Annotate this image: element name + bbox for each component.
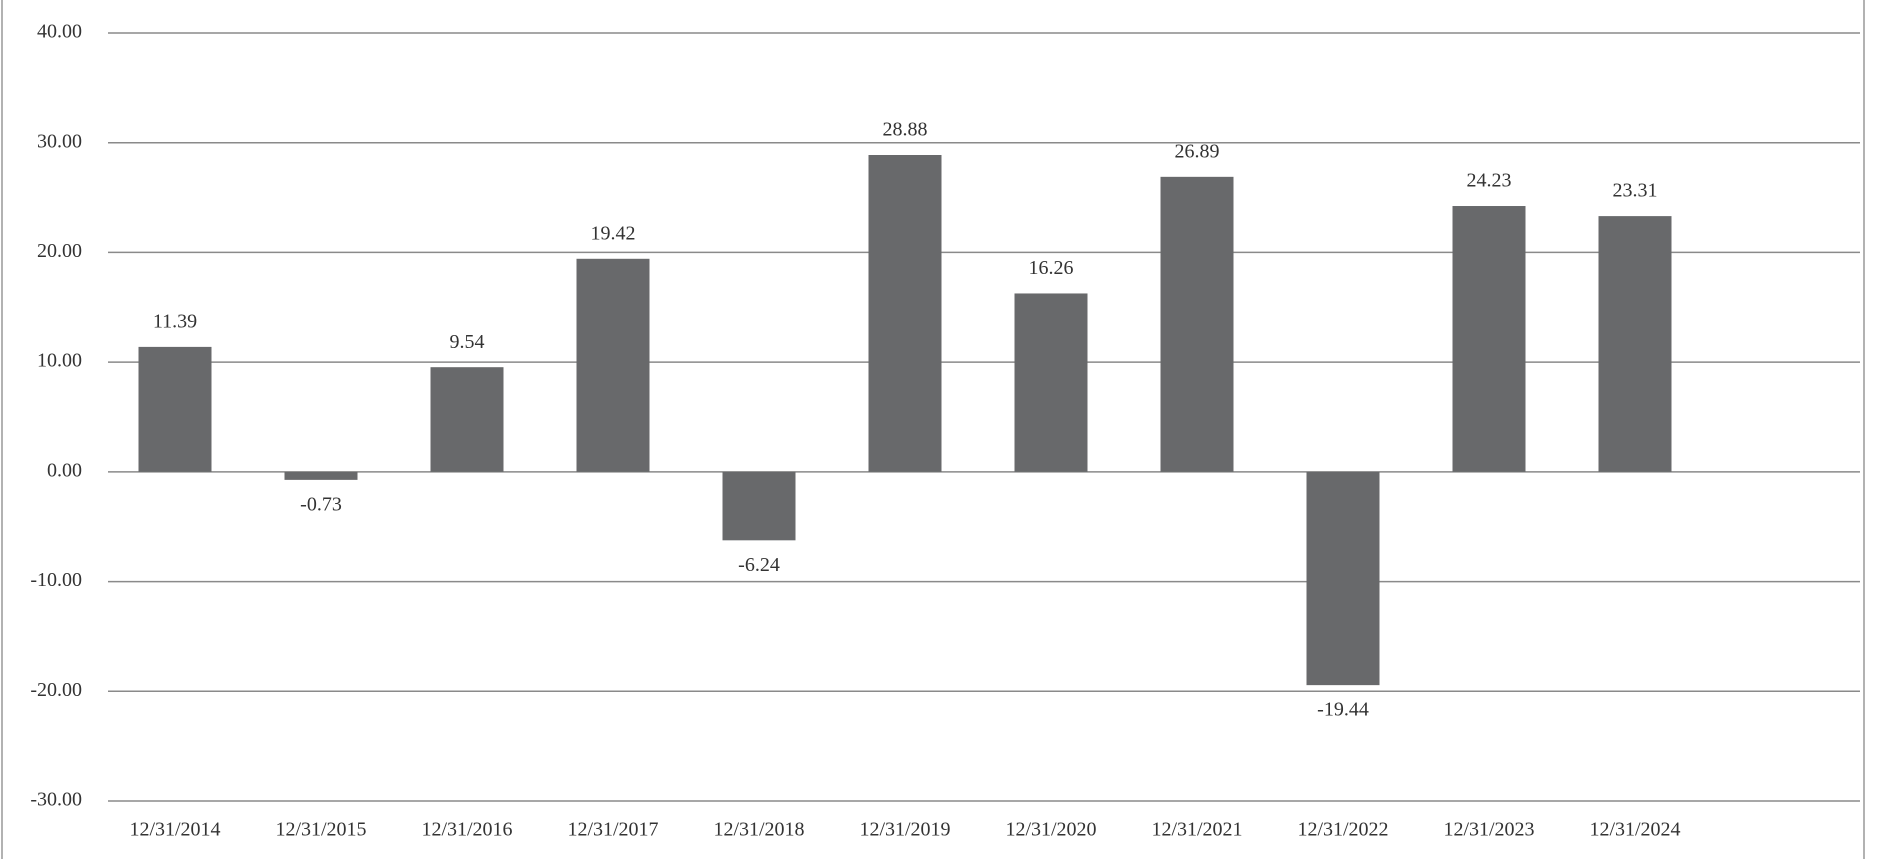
bar <box>1598 216 1672 472</box>
x-tick-label: 12/31/2023 <box>1443 819 1534 841</box>
y-tick-label: -20.00 <box>30 679 82 701</box>
y-tick-label: 0.00 <box>47 459 82 481</box>
y-tick-label: 30.00 <box>37 130 82 152</box>
bar <box>722 471 796 541</box>
data-label: 11.39 <box>153 310 197 332</box>
x-tick-label: 12/31/2017 <box>567 819 658 841</box>
x-tick-label: 12/31/2022 <box>1297 819 1388 841</box>
x-tick-label: 12/31/2014 <box>129 819 220 841</box>
y-tick-label: 20.00 <box>37 240 82 262</box>
data-label: 26.89 <box>1175 140 1220 162</box>
x-tick-label: 12/31/2019 <box>859 819 950 841</box>
bar <box>138 346 212 472</box>
x-tick-label: 12/31/2016 <box>421 819 512 841</box>
x-tick-label: 12/31/2024 <box>1589 819 1680 841</box>
data-label: -19.44 <box>1317 699 1369 721</box>
bar <box>1306 471 1380 686</box>
y-tick-label: 10.00 <box>37 350 82 372</box>
x-tick-label: 12/31/2018 <box>713 819 804 841</box>
bar <box>576 258 650 472</box>
bar <box>1160 176 1234 472</box>
y-tick-label: -10.00 <box>30 569 82 591</box>
x-tick-label: 12/31/2020 <box>1005 819 1096 841</box>
y-tick-label: 40.00 <box>37 21 82 43</box>
data-label: 19.42 <box>591 222 636 244</box>
bar <box>284 471 358 480</box>
x-tick-label: 12/31/2015 <box>275 819 366 841</box>
bar <box>1014 293 1088 472</box>
data-label: 9.54 <box>450 331 485 353</box>
x-tick-label: 12/31/2021 <box>1151 819 1242 841</box>
data-label: 28.88 <box>883 119 928 141</box>
data-label: 16.26 <box>1029 257 1074 279</box>
bar <box>868 155 942 472</box>
data-label: 24.23 <box>1467 170 1512 192</box>
data-label: -0.73 <box>300 493 342 515</box>
data-label: 23.31 <box>1613 180 1658 202</box>
y-tick-label: -30.00 <box>30 789 82 811</box>
bar <box>1452 206 1526 472</box>
data-label: -6.24 <box>738 554 780 576</box>
bar <box>430 367 504 472</box>
